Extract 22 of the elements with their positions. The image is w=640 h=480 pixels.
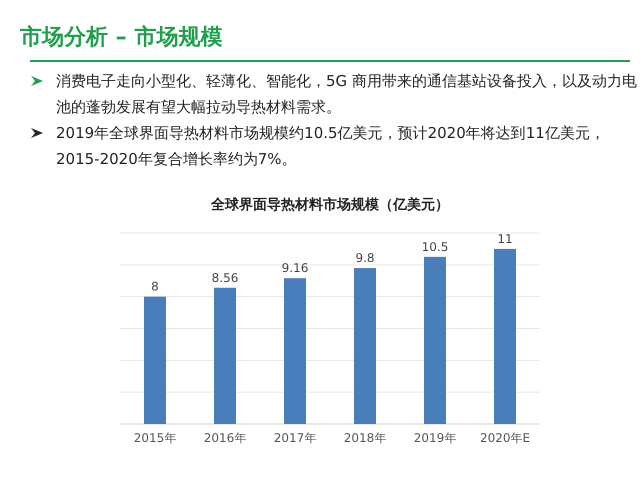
data-label: 8 [151, 280, 159, 294]
bar [494, 248, 516, 424]
text: 消费电子走向小型化、轻薄化、智能化，5G 商用带来的通信基站设备投入，以及动力电池的蓬勃发展有望大幅拉动导热材料需求。 [56, 72, 637, 116]
text: 2019年全球界面导热材料市场规模约10.5亿美元，预计2020年将达到11亿美元，2015-2020年复合增长率约为7%。 [56, 124, 605, 168]
data-label: 9.16 [282, 261, 308, 276]
bar [424, 256, 446, 424]
bar [144, 296, 166, 424]
x-tick-label: 2015年 [134, 431, 176, 445]
x-tick-label: 2017年 [274, 431, 316, 445]
chart-subtitle: 全球界面导热材料市场规模（亿美元） [210, 196, 449, 213]
x-tick-label: 2016年 [204, 431, 246, 445]
data-label: 8.56 [212, 270, 238, 285]
x-tick-label: 2018年 [344, 431, 386, 445]
chart-title: 市场分析 – 市场规模 [20, 24, 222, 52]
data-label: 9.8 [355, 251, 375, 266]
bar [214, 288, 236, 424]
bar [354, 268, 376, 424]
data-label: 11 [497, 232, 513, 246]
bar [284, 278, 306, 424]
x-tick-label: 2020年E [480, 431, 530, 445]
data-label: 10.5 [422, 240, 448, 254]
x-tick-label: 2019年 [414, 431, 456, 445]
